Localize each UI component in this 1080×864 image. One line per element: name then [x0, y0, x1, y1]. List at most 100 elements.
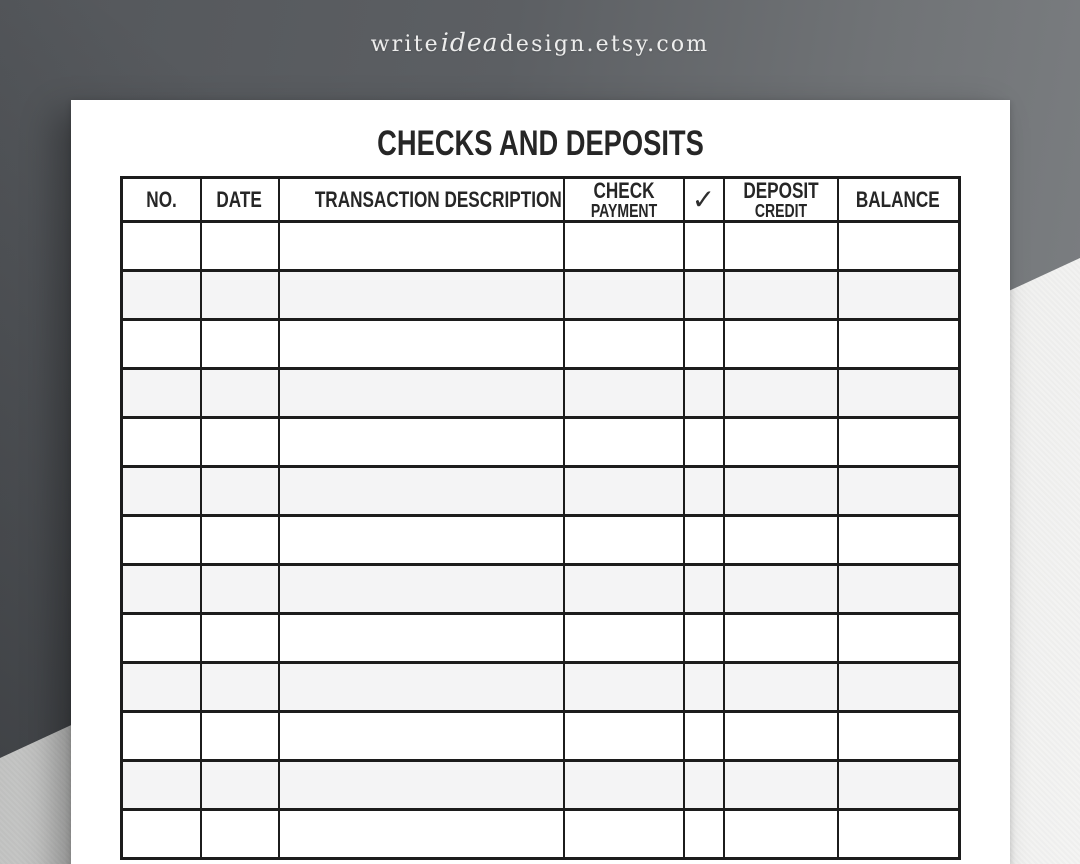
- cell-balance: [836, 367, 961, 420]
- table-row: [120, 465, 961, 518]
- table-row: [120, 514, 961, 567]
- cell-date: [199, 563, 280, 616]
- cell-description: [277, 759, 565, 812]
- table-row: [120, 808, 961, 861]
- cell-balance: [836, 808, 961, 861]
- cell-no: [120, 710, 202, 763]
- cell-description: [277, 808, 565, 861]
- cell-deposit-credit: [722, 514, 839, 567]
- cell-check-payment: [562, 318, 685, 371]
- cell-description: [277, 710, 565, 763]
- cell-checkmark: [682, 269, 725, 322]
- cell-deposit-credit: [722, 563, 839, 616]
- cell-balance: [836, 514, 961, 567]
- cell-check-payment: [562, 661, 685, 714]
- check-register-table: NO. DATE TRANSACTION DESCRIPTION CHECK P…: [120, 175, 961, 861]
- cell-no: [120, 465, 202, 518]
- cell-date: [199, 759, 280, 812]
- cell-deposit-credit: [722, 661, 839, 714]
- cell-description: [277, 514, 565, 567]
- cell-description: [277, 318, 565, 371]
- cell-balance: [836, 220, 961, 273]
- cell-date: [199, 612, 280, 665]
- column-header-checkmark: ✓: [682, 175, 725, 224]
- cell-description: [277, 465, 565, 518]
- cell-balance: [836, 710, 961, 763]
- cell-description: [277, 563, 565, 616]
- column-label-check: CHECK: [592, 178, 655, 203]
- cell-no: [120, 367, 202, 420]
- checkmark-icon: ✓: [691, 182, 716, 216]
- cell-date: [199, 269, 280, 322]
- cell-deposit-credit: [722, 269, 839, 322]
- cell-check-payment: [562, 514, 685, 567]
- column-label-no: NO.: [145, 186, 177, 212]
- cell-balance: [836, 318, 961, 371]
- cell-deposit-credit: [722, 367, 839, 420]
- column-label-balance: BALANCE: [856, 186, 941, 212]
- table-row: [120, 367, 961, 420]
- cell-date: [199, 514, 280, 567]
- cell-no: [120, 808, 202, 861]
- cell-description: [277, 269, 565, 322]
- cell-date: [199, 710, 280, 763]
- cell-date: [199, 661, 280, 714]
- cell-deposit-credit: [722, 808, 839, 861]
- cell-balance: [836, 612, 961, 665]
- cell-check-payment: [562, 563, 685, 616]
- column-header-description: TRANSACTION DESCRIPTION: [277, 175, 565, 224]
- table-row: [120, 269, 961, 322]
- cell-deposit-credit: [722, 220, 839, 273]
- cell-check-payment: [562, 759, 685, 812]
- cell-balance: [836, 465, 961, 518]
- cell-checkmark: [682, 612, 725, 665]
- cell-check-payment: [562, 808, 685, 861]
- cell-deposit-credit: [722, 416, 839, 469]
- page-title: CHECKS AND DEPOSITS: [377, 124, 704, 163]
- cell-check-payment: [562, 710, 685, 763]
- cell-deposit-credit: [722, 759, 839, 812]
- cell-balance: [836, 563, 961, 616]
- cell-check-payment: [562, 416, 685, 469]
- column-header-date: DATE: [199, 175, 280, 224]
- column-label-date: DATE: [216, 186, 263, 212]
- cell-balance: [836, 759, 961, 812]
- cell-date: [199, 416, 280, 469]
- cell-no: [120, 220, 202, 273]
- cell-date: [199, 367, 280, 420]
- table-row: [120, 220, 961, 273]
- printable-page: CHECKS AND DEPOSITS NO. DATE: [71, 100, 1010, 864]
- cell-deposit-credit: [722, 710, 839, 763]
- cell-checkmark: [682, 514, 725, 567]
- column-label-description: TRANSACTION DESCRIPTION: [314, 186, 562, 212]
- cell-checkmark: [682, 220, 725, 273]
- cell-date: [199, 808, 280, 861]
- shop-watermark: writeideadesign.etsy.com: [0, 28, 1080, 57]
- cell-balance: [836, 269, 961, 322]
- cell-checkmark: [682, 318, 725, 371]
- column-header-balance: BALANCE: [836, 175, 961, 224]
- cell-check-payment: [562, 269, 685, 322]
- table-row: [120, 710, 961, 763]
- cell-checkmark: [682, 416, 725, 469]
- cell-date: [199, 465, 280, 518]
- cell-no: [120, 514, 202, 567]
- cell-deposit-credit: [722, 612, 839, 665]
- cell-check-payment: [562, 612, 685, 665]
- cell-no: [120, 759, 202, 812]
- column-sublabel-payment: PAYMENT: [590, 201, 657, 222]
- table-row: [120, 318, 961, 371]
- cell-check-payment: [562, 220, 685, 273]
- cell-no: [120, 269, 202, 322]
- cell-deposit-credit: [722, 465, 839, 518]
- table-row: [120, 563, 961, 616]
- cell-description: [277, 612, 565, 665]
- cell-description: [277, 367, 565, 420]
- header-row: NO. DATE TRANSACTION DESCRIPTION CHECK P…: [120, 175, 961, 224]
- cell-check-payment: [562, 465, 685, 518]
- cell-checkmark: [682, 759, 725, 812]
- table-row: [120, 661, 961, 714]
- cell-date: [199, 318, 280, 371]
- column-header-deposit-credit: DEPOSIT CREDIT: [722, 175, 839, 224]
